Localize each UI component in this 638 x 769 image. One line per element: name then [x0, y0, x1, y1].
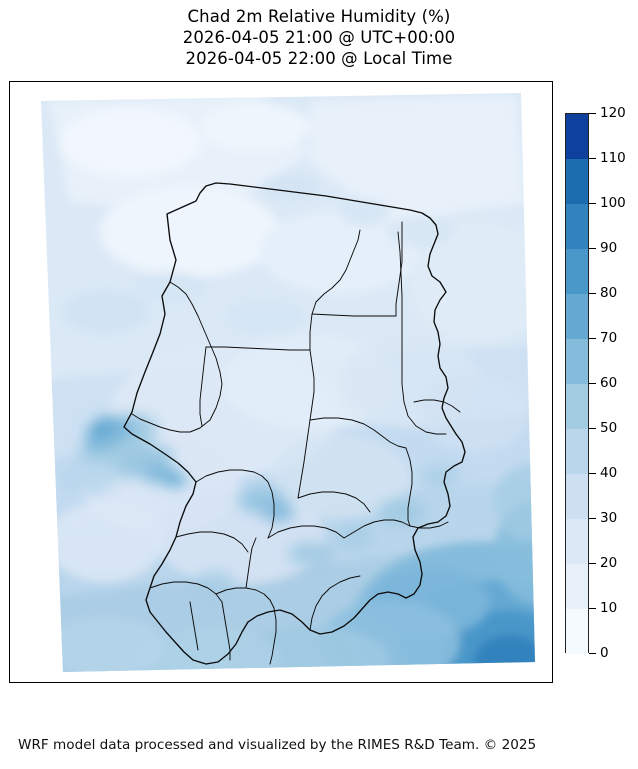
colorbar-tick-mark — [589, 653, 596, 654]
colorbar-tick-label: 110 — [600, 150, 626, 166]
colorbar-band — [566, 384, 588, 429]
colorbar-tick-mark — [589, 113, 596, 114]
title-line-local-time: 2026-04-05 22:00 @ Local Time — [185, 49, 453, 68]
colorbar-tick-mark — [589, 473, 596, 474]
svg-text:Regional Integrated Multi-Haza: Regional Integrated Multi-Hazard Early W… — [492, 679, 553, 683]
colorbar-band — [566, 564, 588, 609]
colorbar-tick-label: 50 — [600, 420, 618, 436]
colorbar-tick-label: 10 — [600, 600, 618, 616]
colorbar-tick-label: 20 — [600, 555, 618, 571]
colorbar-band — [566, 474, 588, 519]
colorbar-tick-label: 100 — [600, 195, 626, 211]
colorbar-band — [566, 339, 588, 384]
colorbar-band — [566, 114, 588, 159]
colorbar-tick-label: 70 — [600, 330, 618, 346]
colorbar-tick-mark — [589, 518, 596, 519]
colorbar-band — [566, 519, 588, 564]
colorbar-tick-mark — [589, 203, 596, 204]
colorbar-tick-label: 30 — [600, 510, 618, 526]
colorbar-tick-mark — [589, 428, 596, 429]
colorbar-tick-label: 60 — [600, 375, 618, 391]
colorbar-band — [566, 609, 588, 654]
colorbar-tick-mark — [589, 563, 596, 564]
rimes-logo: Regional Integrated Multi-Hazard Early W… — [490, 675, 553, 683]
colorbar-tick-mark — [589, 338, 596, 339]
colorbar-band — [566, 294, 588, 339]
colorbar-tick-mark — [589, 248, 596, 249]
colorbar-ticks: 0 10 20 30 40 50 60 70 80 90 100 110 120 — [589, 105, 638, 661]
colorbar-band — [566, 249, 588, 294]
title-line-utc-time: 2026-04-05 21:00 @ UTC+00:00 — [182, 28, 456, 47]
colorbar-tick-mark — [589, 158, 596, 159]
colorbar-tick-mark — [589, 383, 596, 384]
humidity-field-svg — [41, 93, 535, 672]
colorbar-tick-label: 120 — [600, 105, 626, 121]
chad-admin1-boundaries — [131, 221, 461, 665]
colorbar-tick-label: 40 — [600, 465, 618, 481]
colorbar-tick-label: 0 — [600, 645, 609, 661]
colorbar-tick-label: 90 — [600, 240, 618, 256]
map-plot-frame: Regional Integrated Multi-Hazard Early W… — [9, 81, 553, 683]
footer-credit: WRF model data processed and visualized … — [18, 737, 537, 753]
logo-arc-text: Regional Integrated Multi-Hazard Early W… — [490, 675, 552, 682]
colorbar-gradient — [565, 113, 589, 654]
colorbar-tick-label: 80 — [600, 285, 618, 301]
colorbar-band — [566, 429, 588, 474]
colorbar-tick-mark — [589, 293, 596, 294]
colorbar: 0 10 20 30 40 50 60 70 80 90 100 110 120 — [565, 105, 626, 661]
page-title: Chad 2m Relative Humidity (%) 2026-04-05… — [0, 6, 638, 69]
colorbar-band — [566, 204, 588, 249]
colorbar-band — [566, 159, 588, 204]
chad-national-border — [123, 182, 466, 665]
title-line-variable: Chad 2m Relative Humidity (%) — [187, 7, 451, 26]
colorbar-tick-mark — [589, 608, 596, 609]
humidity-raster — [10, 82, 552, 682]
